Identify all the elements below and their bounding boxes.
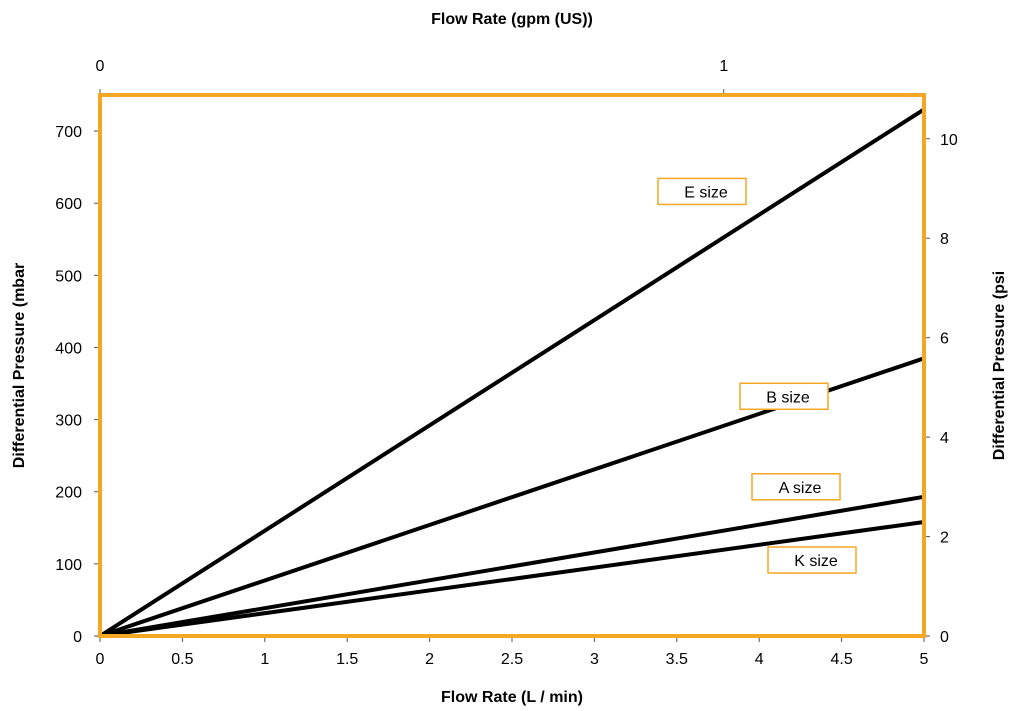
- y2-axis-title: Differential Pressure (psi: [991, 271, 1008, 460]
- x-tick-label: 3.5: [666, 651, 688, 668]
- series-line-k-size: [98, 520, 926, 638]
- y-tick-label: 500: [55, 268, 82, 285]
- x-tick-label: 2: [425, 651, 434, 668]
- y2-tick-label: 10: [940, 132, 958, 149]
- series-label-b-size: B size: [739, 382, 829, 411]
- x-tick-label: 1: [260, 651, 269, 668]
- series-label-text: B size: [766, 389, 810, 406]
- y2-tick-label: 8: [940, 231, 949, 248]
- x-tick-label: 2.5: [501, 651, 523, 668]
- series-label-text: K size: [794, 553, 838, 570]
- x-tick-label: 5: [920, 651, 929, 668]
- x2-axis-title: Flow Rate (gpm (US)): [431, 11, 593, 28]
- y-tick-label: 400: [55, 340, 82, 357]
- series-line-a-size: [98, 494, 926, 638]
- y-axis-title: Differential Pressure (mbar: [11, 263, 28, 468]
- series-label-box: [739, 382, 829, 411]
- series-line-e-size: [98, 107, 926, 638]
- series-label-k-size: K size: [767, 546, 857, 574]
- x-tick-label: 4: [755, 651, 764, 668]
- y-tick-label: 300: [55, 413, 82, 430]
- series-label-e-size: E size: [657, 177, 747, 206]
- x-tick-label: 3: [590, 651, 599, 668]
- x-tick-label: 0: [96, 651, 105, 668]
- y2-tick-label: 6: [940, 331, 949, 348]
- series-lines: [98, 107, 926, 638]
- series-label-box: [751, 473, 841, 501]
- plot-frame: [98, 93, 926, 638]
- series-label-box: [657, 177, 747, 206]
- series-label-text: E size: [684, 184, 728, 201]
- series-labels: E size B size A size K size: [657, 177, 857, 574]
- y2-tick-label: 0: [940, 629, 949, 646]
- series-label-box: [767, 546, 857, 574]
- x-tick-label: 0.5: [171, 651, 193, 668]
- y-tick-label: 700: [55, 124, 82, 141]
- axes: 0 0.5 1 1.5 2 2.5 3 3.5 4 4.5 50100200300400500600…: [55, 58, 958, 668]
- x2-tick-label: 0: [96, 58, 105, 75]
- y-tick-label: 0: [73, 629, 82, 646]
- y-tick-label: 100: [55, 557, 82, 574]
- y-tick-label: 200: [55, 485, 82, 502]
- x2-tick-label: 1: [719, 58, 728, 75]
- x-tick-label: 4.5: [830, 651, 852, 668]
- y2-tick-label: 2: [940, 530, 949, 547]
- series-label-a-size: A size: [751, 473, 841, 501]
- x-axis-title: Flow Rate (L / min): [441, 689, 583, 706]
- y2-tick-label: 4: [940, 430, 949, 447]
- series-label-text: A size: [779, 480, 822, 497]
- x-tick-label: 1.5: [336, 651, 358, 668]
- y-tick-label: 600: [55, 196, 82, 213]
